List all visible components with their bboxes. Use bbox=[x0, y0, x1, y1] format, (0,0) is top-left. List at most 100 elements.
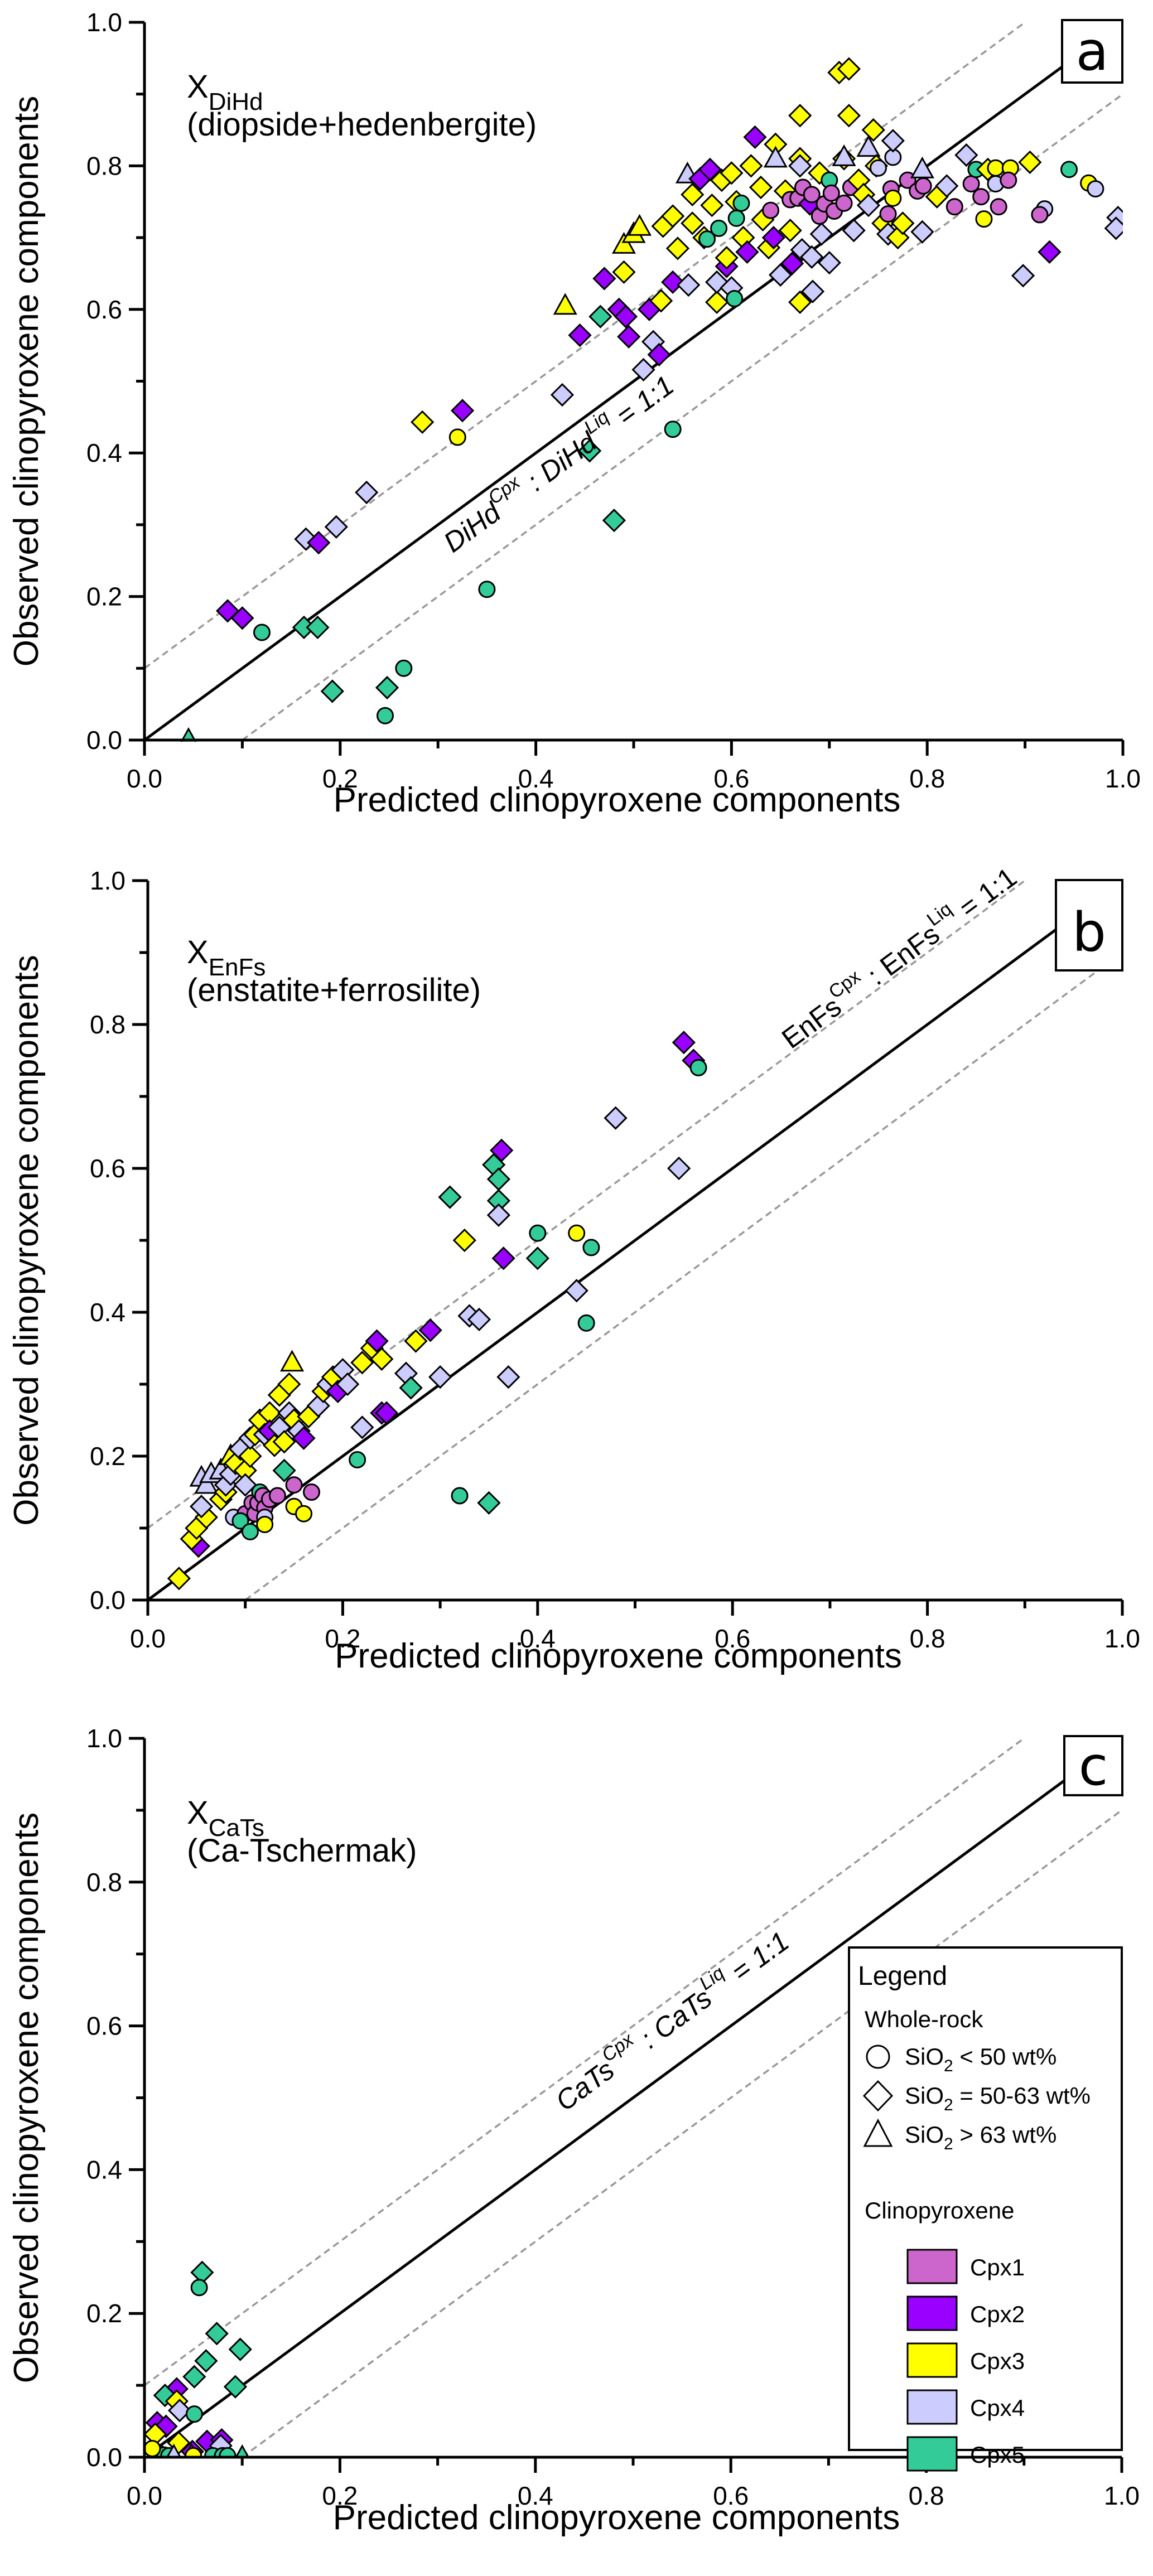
point-cpx3-circle bbox=[256, 1516, 274, 1534]
point-cpx3-circle bbox=[975, 210, 993, 228]
point-cpx3-circle bbox=[884, 189, 902, 207]
panel-letter: a bbox=[1076, 20, 1109, 83]
point-cpx5-diamond bbox=[477, 1491, 501, 1515]
legend-shape-sub: 2 bbox=[944, 2135, 953, 2153]
x-tick-label: 1.0 bbox=[1104, 2481, 1140, 2510]
y-tick-label: 0.6 bbox=[86, 295, 122, 324]
point-cpx3-diamond bbox=[370, 1347, 394, 1371]
bound-line bbox=[244, 951, 1123, 1601]
one-to-one-label: EnFsCpx : EnFsLiq = 1:1 bbox=[773, 857, 1022, 1055]
point-cpx4-diamond bbox=[817, 251, 841, 275]
point-cpx5-circle bbox=[451, 1487, 469, 1505]
point-cpx1-circle bbox=[1031, 206, 1049, 224]
point-cpx4-diamond bbox=[428, 1365, 452, 1389]
point-cpx5-diamond bbox=[205, 2322, 229, 2346]
point-cpx3-diamond bbox=[661, 204, 685, 228]
one-to-one-line bbox=[148, 881, 1123, 1601]
label-tail: = 1:1 bbox=[947, 862, 1022, 929]
legend-cpx-heading: Clinopyroxene bbox=[865, 2197, 1015, 2224]
point-cpx3-triangle bbox=[553, 293, 577, 315]
component-symbol: XEnFs bbox=[187, 934, 266, 981]
point-cpx5-circle bbox=[529, 1224, 547, 1242]
legend-shape-label: SiO2 = 50-63 wt% bbox=[905, 2082, 1091, 2114]
legend-shape-suffix: = 50-63 wt% bbox=[953, 2082, 1091, 2109]
point-cpx2-diamond bbox=[617, 325, 641, 349]
point-cpx3-diamond bbox=[452, 1228, 476, 1253]
point-cpx5-diamond bbox=[320, 679, 344, 703]
data-points bbox=[180, 57, 1123, 742]
component-name: (enstatite+ferrosilite) bbox=[187, 972, 481, 1008]
point-cpx5-circle bbox=[698, 230, 716, 248]
component-symbol: XDiHd bbox=[187, 69, 263, 115]
panel-letter-box bbox=[1055, 879, 1123, 972]
point-cpx3-diamond bbox=[277, 1372, 301, 1396]
point-cpx5-diamond bbox=[272, 1458, 296, 1482]
point-cpx4-diamond bbox=[790, 238, 814, 262]
x-axis-title: Predicted clinopyroxene components bbox=[334, 781, 901, 819]
point-cpx5-circle bbox=[689, 1059, 707, 1076]
point-cpx1-circle bbox=[302, 1483, 320, 1501]
one-to-one-label: CaTsCpx : CaTsLiq = 1:1 bbox=[546, 1921, 794, 2118]
x-tick-label: 0.2 bbox=[322, 2481, 358, 2510]
point-cpx3-diamond bbox=[739, 154, 763, 178]
point-cpx3-diamond bbox=[681, 211, 705, 235]
x-axis-title: Predicted clinopyroxene components bbox=[335, 1637, 902, 1675]
point-cpx3-diamond bbox=[837, 57, 861, 81]
point-cpx3-diamond bbox=[788, 104, 812, 128]
point-cpx1-circle bbox=[1000, 171, 1017, 189]
point-cpx2-diamond bbox=[374, 1401, 399, 1425]
point-cpx4-diamond bbox=[1011, 264, 1035, 288]
x-tick-label: 0.8 bbox=[909, 764, 945, 793]
y-tick-label: 0.6 bbox=[86, 2012, 122, 2041]
point-cpx4-diamond bbox=[809, 222, 833, 246]
point-cpx1-circle bbox=[803, 186, 821, 204]
y-tick-label: 1.0 bbox=[90, 866, 126, 895]
point-cpx3-diamond bbox=[891, 211, 915, 235]
y-tick-label: 0.2 bbox=[86, 582, 122, 611]
y-tick-label: 1.0 bbox=[86, 1724, 122, 1753]
point-cpx2-diamond bbox=[672, 1031, 696, 1055]
point-cpx2-diamond bbox=[780, 252, 804, 276]
point-cpx2-diamond bbox=[490, 1138, 514, 1162]
y-tick-label: 1.0 bbox=[86, 8, 122, 37]
x-tick-label: 0.0 bbox=[127, 764, 162, 793]
point-cpx4-diamond bbox=[935, 174, 959, 198]
y-tick-label: 0.0 bbox=[90, 1586, 126, 1615]
y-axis-title: Observed clinopyroxene components bbox=[7, 96, 46, 667]
x-tick-label: 0.6 bbox=[713, 764, 749, 793]
point-cpx4-diamond bbox=[800, 279, 825, 303]
point-cpx5-triangle bbox=[234, 2444, 250, 2458]
point-cpx2-diamond bbox=[735, 240, 759, 264]
point-cpx5-circle bbox=[732, 194, 750, 212]
point-cpx4-diamond bbox=[167, 2399, 192, 2423]
x-tick-label: 1.0 bbox=[1105, 764, 1141, 793]
point-cpx4-diamond bbox=[550, 383, 575, 407]
x-tick-label: 0.4 bbox=[518, 764, 554, 793]
point-cpx3-diamond bbox=[715, 246, 739, 270]
legend-shape-sub: 2 bbox=[944, 2057, 953, 2075]
point-cpx4-triangle bbox=[856, 135, 881, 157]
y-tick-label: 0.0 bbox=[86, 726, 122, 755]
panel-letter: b bbox=[1072, 901, 1106, 964]
point-cpx4-diamond bbox=[486, 1203, 511, 1227]
legend-swatch-cpx1 bbox=[906, 2249, 958, 2284]
point-cpx5-diamond bbox=[588, 305, 612, 328]
legend-circle-icon bbox=[866, 2045, 890, 2069]
point-cpx4-diamond bbox=[631, 357, 655, 382]
point-cpx1-circle bbox=[822, 184, 840, 202]
point-cpx3-diamond bbox=[705, 290, 729, 315]
point-cpx1-circle bbox=[835, 194, 853, 212]
point-cpx5-circle bbox=[349, 1451, 366, 1468]
legend-label-cpx3: Cpx3 bbox=[970, 2348, 1025, 2374]
point-cpx3-circle bbox=[448, 428, 466, 446]
point-cpx3-diamond bbox=[350, 1351, 374, 1375]
point-cpx5-circle bbox=[478, 581, 496, 598]
component-symbol-text: X bbox=[187, 1795, 209, 1831]
one-to-one-line bbox=[144, 1738, 1123, 2458]
point-cpx3-diamond bbox=[1018, 150, 1042, 175]
point-cpx3-circle bbox=[295, 1505, 313, 1523]
point-cpx1-circle bbox=[268, 1487, 286, 1505]
data-points bbox=[144, 2260, 252, 2458]
legend-diamond-icon bbox=[862, 2080, 894, 2112]
